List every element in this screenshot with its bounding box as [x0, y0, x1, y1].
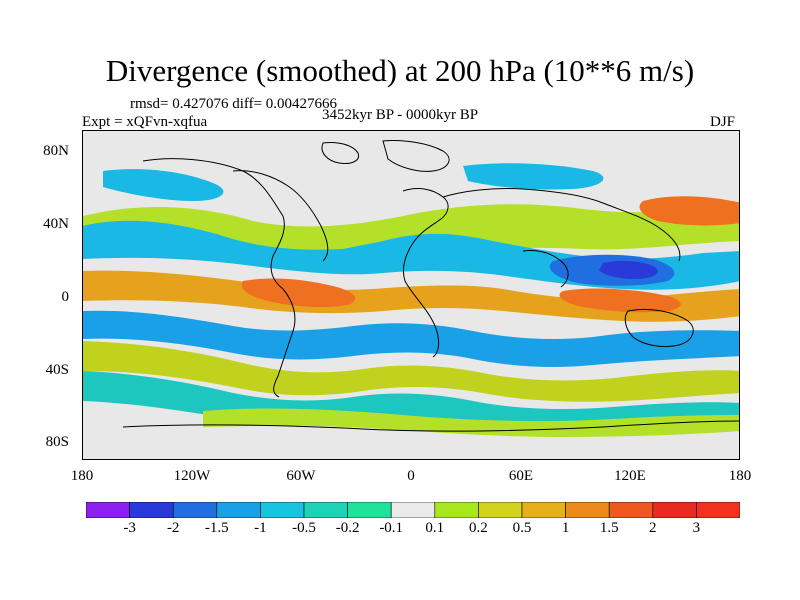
lon-label-180e: 180 — [728, 468, 752, 484]
divergence-map — [83, 131, 739, 459]
legend-colorbar — [86, 502, 740, 518]
legend-swatch — [390, 502, 436, 518]
legend-label: 2 — [649, 520, 657, 536]
lat-label-80s: 80S — [45, 434, 69, 450]
legend-swatch — [434, 502, 479, 518]
legend-swatch — [696, 502, 740, 518]
lon-label-0: 0 — [407, 468, 415, 484]
legend-swatch — [260, 502, 305, 518]
legend-swatch — [216, 502, 261, 518]
legend-swatch — [86, 502, 130, 518]
stats-label: rmsd= 0.427076 diff= 0.00427666 — [130, 96, 338, 112]
legend-label: -0.2 — [335, 520, 360, 536]
lon-label-60e: 60E — [508, 468, 534, 484]
lat-label-0: 0 — [61, 289, 70, 305]
legend-label: 0.2 — [469, 520, 488, 536]
legend-swatch — [172, 502, 218, 518]
map-panel — [82, 130, 740, 460]
legend-label: 0.5 — [512, 520, 532, 536]
legend-label: 0.1 — [425, 520, 445, 536]
lat-label-80n: 80N — [43, 143, 69, 159]
legend-swatch — [652, 502, 697, 518]
legend-swatch — [303, 502, 348, 518]
lon-label-120w: 120W — [173, 468, 211, 484]
experiment-label: Expt = xQFvn-xqfua — [82, 114, 208, 130]
legend-swatch — [521, 502, 566, 518]
legend-swatch — [565, 502, 610, 518]
legend-swatch — [608, 502, 654, 518]
legend-label: -3 — [123, 520, 136, 536]
legend-label: 3 — [692, 520, 701, 536]
legend-label: 1 — [561, 520, 570, 536]
season-label: DJF — [710, 114, 736, 130]
lat-label-40n: 40N — [43, 216, 69, 232]
chart-title: Divergence (smoothed) at 200 hPa (10**6 … — [105, 53, 695, 88]
lon-label-60w: 60W — [286, 468, 316, 484]
lat-label-40s: 40S — [45, 362, 69, 378]
legend-label: -0.1 — [379, 520, 404, 536]
lon-label-180w: 180 — [70, 468, 94, 484]
legend-label: -1.5 — [204, 520, 229, 536]
legend-swatch — [129, 502, 174, 518]
lon-label-120e: 120E — [614, 468, 646, 484]
legend-swatch — [478, 502, 523, 518]
legend-label: -2 — [166, 520, 180, 536]
period-label: 3452kyr BP - 0000kyr BP — [322, 107, 479, 123]
legend-label: 1.5 — [599, 520, 619, 536]
legend-swatch — [347, 502, 392, 518]
legend-label: -1 — [254, 520, 267, 536]
legend-label: -0.5 — [292, 520, 316, 536]
